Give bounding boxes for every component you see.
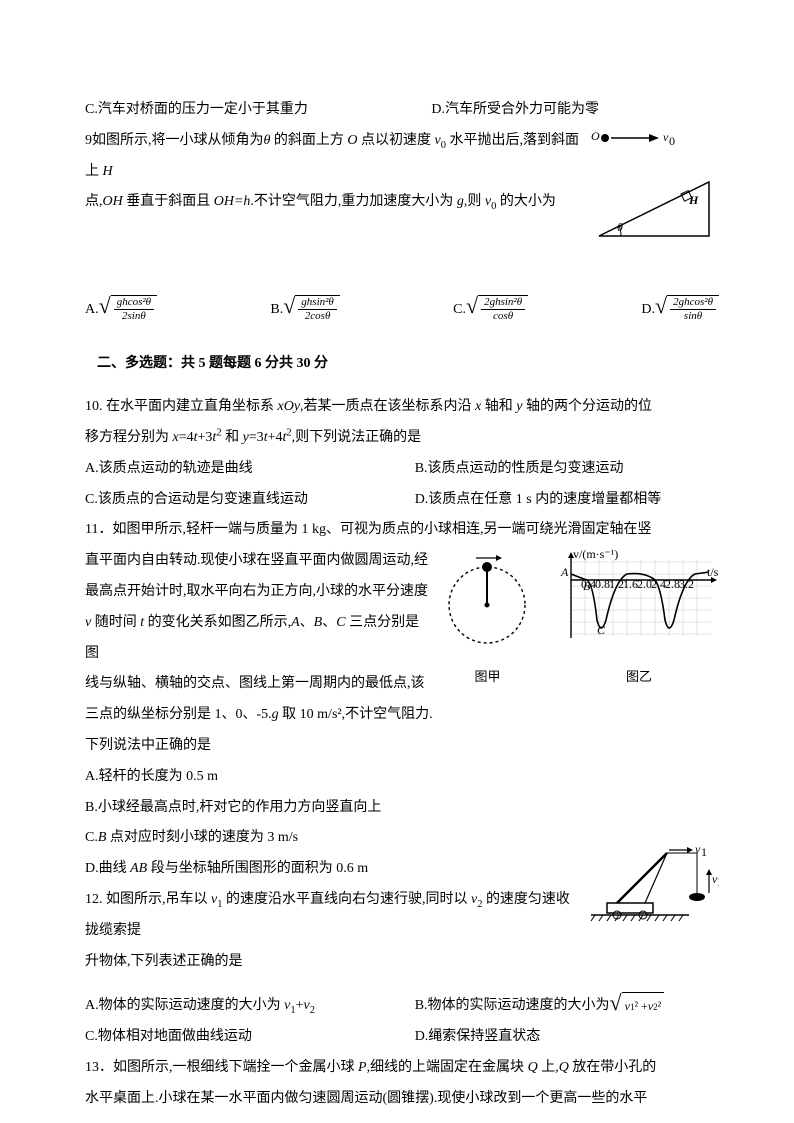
q10-A: A.该质点运动的轨迹是曲线: [85, 454, 415, 485]
q9-options: A.√ghcos²θ2sinθ B.√ghsin²θ2cosθ C.√2ghsi…: [85, 295, 719, 326]
svg-text:θ: θ: [617, 220, 623, 234]
q9-C: C.√2ghsin²θcosθ: [453, 295, 528, 326]
svg-text:A: A: [560, 565, 569, 579]
q11-L6: 三点的纵坐标分别是 1、0、-5.g 取 10 m/s²,不计空气阻力.: [85, 700, 719, 731]
svg-text:H: H: [688, 193, 699, 207]
svg-text:2.4: 2.4: [651, 577, 666, 591]
opt-c: C.汽车对桥面的压力一定小于其重力: [85, 95, 308, 126]
q-prev-options: C.汽车对桥面的压力一定小于其重力 D.汽车所受合外力可能为零: [85, 95, 719, 126]
svg-text:2: 2: [718, 875, 719, 889]
q9-A: A.√ghcos²θ2sinθ: [85, 295, 157, 326]
q12-C: C.物体相对地面做曲线运动: [85, 1022, 415, 1053]
q12-D: D.绳索保持竖直状态: [415, 1022, 719, 1053]
svg-text:C: C: [597, 623, 606, 637]
svg-text:v/(m·s⁻¹): v/(m·s⁻¹): [573, 550, 618, 561]
svg-text:0.4: 0.4: [581, 577, 596, 591]
q10-D: D.该质点在任意 1 s 内的速度增量都相等: [415, 485, 719, 516]
svg-text:1.2: 1.2: [609, 577, 624, 591]
q11-L7: 下列说法中正确的是: [85, 731, 719, 762]
q10-row1: A.该质点运动的轨迹是曲线 B.该质点运动的性质是匀变速运动: [85, 454, 719, 485]
q12-row2: C.物体相对地面做曲线运动 D.绳索保持竖直状态: [85, 1022, 719, 1053]
q11-fig2: A B C v/(m·s⁻¹) t/s 0.40.8 1.21.6 2.02.4…: [559, 550, 719, 691]
q11-fig1: 图甲: [440, 550, 535, 691]
q9-figure: O v 0 H θ: [589, 126, 719, 259]
svg-text:0.8: 0.8: [595, 577, 610, 591]
svg-text:1: 1: [701, 845, 707, 859]
q13-L1: 13．如图所示,一根细线下端拴一个金属小球 P,细线的上端固定在金属块 Q 上,…: [85, 1053, 719, 1084]
q12-row1: A.物体的实际运动速度的大小为 v1+v2 B.物体的实际运动速度的大小为√v1…: [85, 991, 719, 1022]
q12-A: A.物体的实际运动速度的大小为 v1+v2: [85, 991, 415, 1022]
q11-L1: 11．如图甲所示,轻杆一端与质量为 1 kg、可视为质点的小球相连,另一端可绕光…: [85, 515, 719, 546]
q13-L2: 水平桌面上.小球在某一水平面内做匀速圆周运动(圆锥摆).现使小球改到一个更高一些…: [85, 1084, 719, 1115]
q11-A: A.轻杆的长度为 0.5 m: [85, 762, 719, 793]
q10-C: C.该质点的合运动是匀变速直线运动: [85, 485, 415, 516]
q9-D: D.√2ghcos²θsinθ: [641, 295, 719, 326]
q12-figure: v1 v2: [589, 845, 719, 938]
svg-text:2.0: 2.0: [637, 577, 652, 591]
svg-text:O: O: [591, 129, 600, 143]
svg-text:2.8: 2.8: [665, 577, 680, 591]
q12-B: B.物体的实际运动速度的大小为√v1² + v2²: [415, 991, 719, 1022]
q11-B: B.小球经最高点时,杆对它的作用力方向竖直向上: [85, 793, 719, 824]
q9-B: B.√ghsin²θ2cosθ: [270, 295, 339, 326]
svg-text:3.2: 3.2: [679, 577, 694, 591]
q11-figures: 图甲: [440, 550, 719, 691]
q10-row2: C.该质点的合运动是匀变速直线运动 D.该质点在任意 1 s 内的速度增量都相等: [85, 485, 719, 516]
svg-text:0: 0: [669, 134, 675, 148]
q10-B: B.该质点运动的性质是匀变速运动: [415, 454, 719, 485]
svg-text:t/s: t/s: [707, 565, 719, 579]
q10-stem: 10. 在水平面内建立直角坐标系 xOy,若某一质点在该坐标系内沿 x 轴和 y…: [85, 392, 719, 454]
opt-d: D.汽车所受合外力可能为零: [431, 95, 719, 126]
svg-text:1.6: 1.6: [623, 577, 638, 591]
section-2-title: 二、多选题：共 5 题每题 6 分共 30 分: [97, 349, 719, 380]
